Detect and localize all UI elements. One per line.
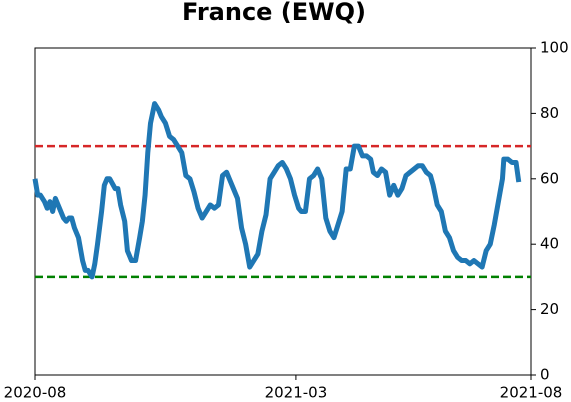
chart-title: France (EWQ) — [182, 0, 366, 26]
data-line — [32, 101, 522, 280]
y-tick-label: 60 — [540, 169, 559, 187]
plot-frame — [34, 47, 532, 376]
y-tick-label: 80 — [540, 104, 559, 122]
x-tick-label: 2020-08 — [4, 384, 67, 402]
y-tick-label: 100 — [540, 39, 569, 57]
x-tick-label: 2021-03 — [265, 384, 328, 402]
x-tick-label: 2021-08 — [500, 384, 563, 402]
y-tick-label: 20 — [540, 300, 559, 318]
y-tick-label: 40 — [540, 235, 559, 253]
y-tick-label: 0 — [540, 366, 550, 384]
